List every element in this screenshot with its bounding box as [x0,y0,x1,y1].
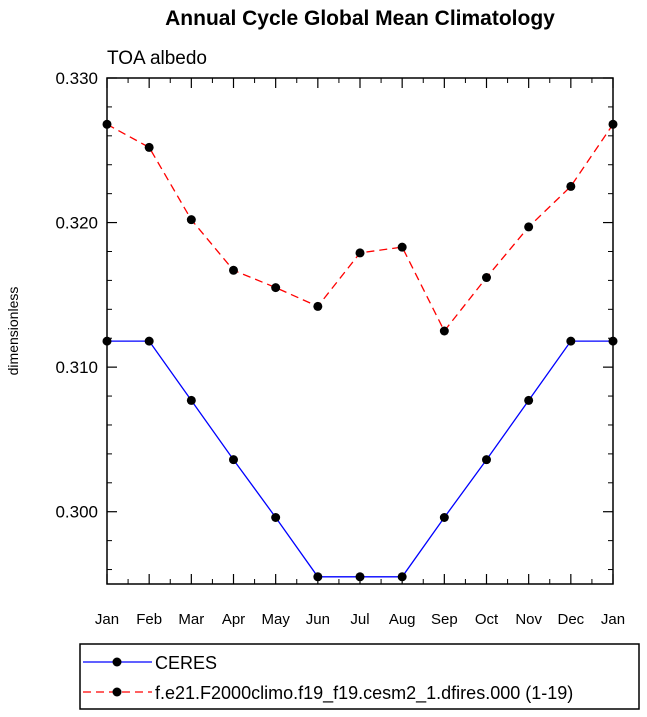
data-point [608,336,618,346]
series [102,119,618,582]
data-point [229,455,238,465]
data-point [355,572,365,582]
series-line-0 [107,340,613,578]
series-line-1 [106,123,614,333]
x-tick-label: Sep [431,611,458,628]
legend-marker [112,657,122,667]
data-point [524,222,534,232]
data-point [313,572,323,582]
y-axis-label: dimensionless [5,287,21,376]
data-point [271,512,281,522]
data-point [397,242,407,252]
data-point [271,283,281,293]
x-tick-label: Jul [350,611,369,628]
plot-frame [106,77,614,585]
x-tick-label: Dec [557,611,584,628]
x-tick-label: Oct [475,611,499,628]
x-tick-label: May [261,611,290,628]
data-point [566,336,576,346]
chart-title: Annual Cycle Global Mean Climatology [165,7,555,30]
data-point [144,142,154,152]
data-point [439,512,449,522]
data-point [186,395,196,405]
y-tick-label: 0.330 [55,69,98,88]
y-tick-label: 0.310 [55,358,98,377]
x-tick-label: Apr [222,611,245,628]
data-point [439,326,449,336]
x-tick-label: Jan [601,611,625,628]
data-point [186,215,196,225]
x-tick-label: Jun [306,611,330,628]
data-point [397,572,407,582]
legend-box [79,643,640,710]
data-point [102,336,112,346]
legend-label: f.e21.F2000climo.f19_f19.cesm2_1.dfires.… [155,683,573,704]
data-point [482,455,491,465]
x-tick-label: Nov [515,611,542,628]
data-point [355,248,365,258]
legend: CERES f.e21.F2000climo.f19_f19.cesm2_1.df… [83,653,573,704]
data-point [482,273,491,283]
legend-marker [112,687,122,697]
data-point [313,301,323,311]
x-tick-label: Jan [95,611,119,628]
chart-subtitle: TOA albedo [107,48,207,69]
data-point [524,395,534,405]
y-tick-label: 0.300 [55,503,98,522]
data-point [608,119,618,129]
data-point [566,181,576,191]
x-tick-label: Aug [389,611,416,628]
x-tick-label: Feb [136,611,162,628]
data-point [144,336,154,346]
legend-label: CERES [155,653,217,673]
data-point [229,265,238,275]
data-point [102,119,112,129]
x-tick-label: Mar [178,611,204,628]
y-tick-label: 0.320 [55,214,98,233]
axes: Jan Feb Mar Apr May Jun Jul Aug Sep Oct Nov Dec Jan 0… [55,69,625,628]
